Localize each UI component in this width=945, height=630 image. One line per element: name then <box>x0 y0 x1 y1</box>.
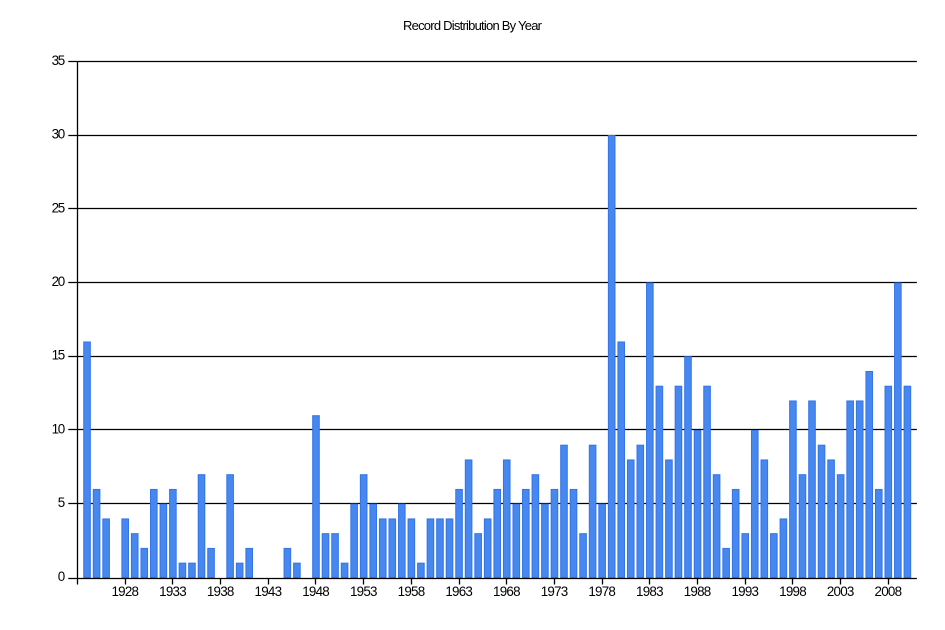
svg-text:1933: 1933 <box>159 584 187 599</box>
svg-text:1938: 1938 <box>207 584 235 599</box>
svg-text:2008: 2008 <box>875 584 903 599</box>
svg-text:15: 15 <box>52 348 66 363</box>
svg-text:25: 25 <box>52 200 66 215</box>
svg-text:1978: 1978 <box>588 584 616 599</box>
svg-text:1958: 1958 <box>398 584 426 599</box>
svg-text:5: 5 <box>58 495 65 510</box>
svg-text:1998: 1998 <box>779 584 807 599</box>
svg-text:Record Distribution By Year: Record Distribution By Year <box>403 18 543 33</box>
svg-text:1948: 1948 <box>302 584 330 599</box>
svg-text:30: 30 <box>52 127 66 142</box>
svg-text:0: 0 <box>58 569 65 584</box>
svg-text:2003: 2003 <box>827 584 855 599</box>
svg-text:1993: 1993 <box>731 584 759 599</box>
svg-text:1943: 1943 <box>255 584 283 599</box>
svg-text:20: 20 <box>52 274 66 289</box>
svg-text:1973: 1973 <box>541 584 569 599</box>
svg-text:1968: 1968 <box>493 584 521 599</box>
svg-text:1963: 1963 <box>445 584 473 599</box>
svg-text:1988: 1988 <box>684 584 712 599</box>
svg-text:1983: 1983 <box>636 584 664 599</box>
svg-text:10: 10 <box>52 421 66 436</box>
svg-text:1928: 1928 <box>111 584 139 599</box>
svg-text:35: 35 <box>52 53 66 68</box>
svg-text:1953: 1953 <box>350 584 378 599</box>
